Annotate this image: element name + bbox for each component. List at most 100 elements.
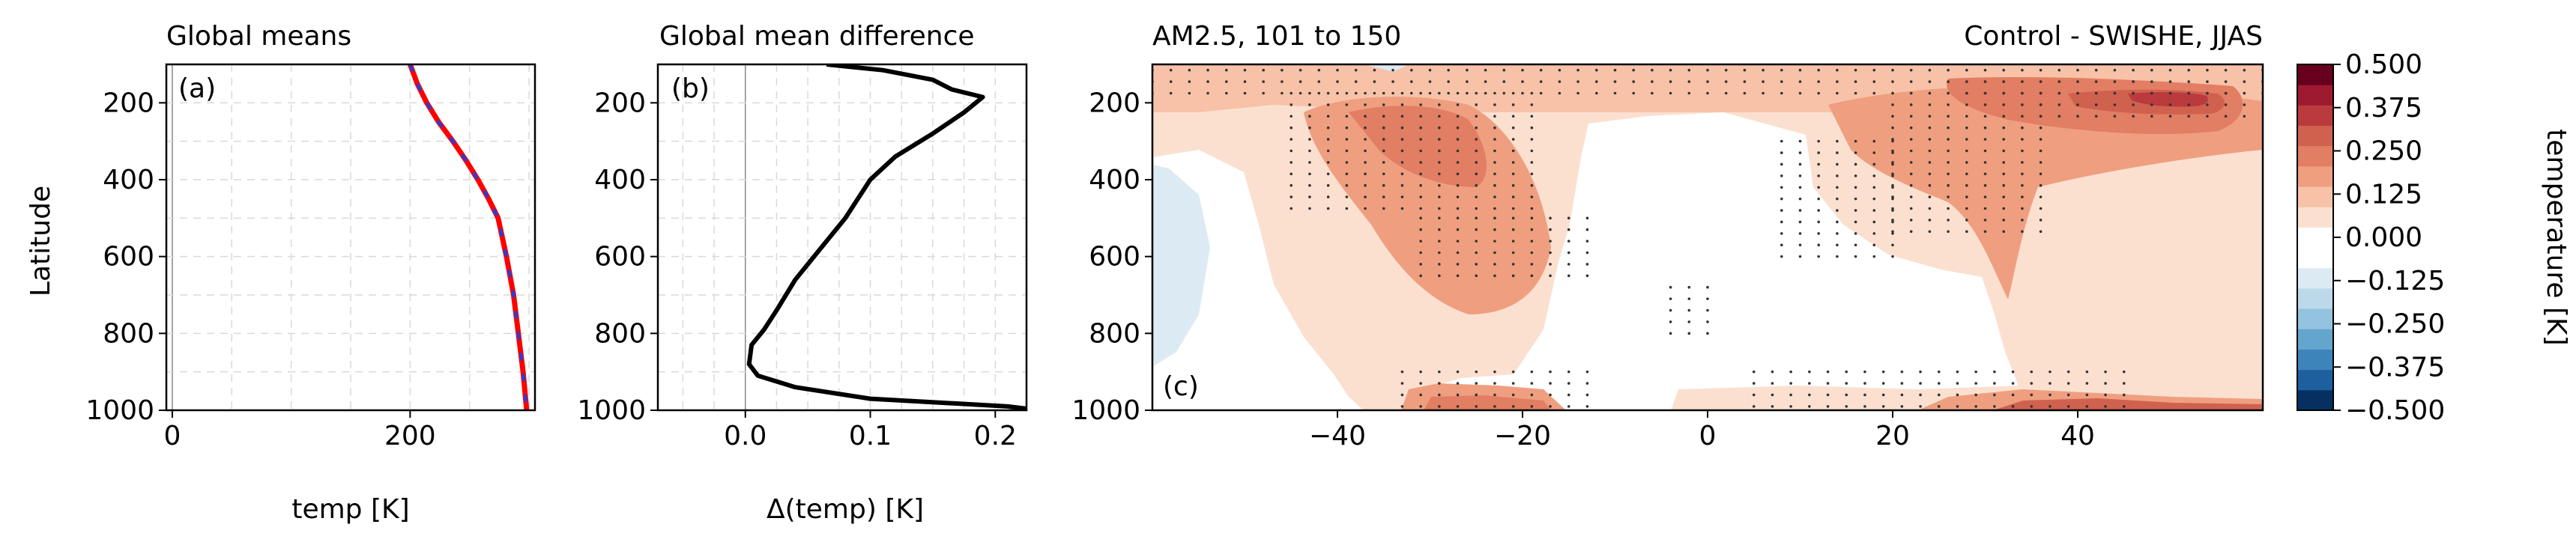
ytick-label: 200	[1089, 88, 1140, 118]
stipple-dot	[2085, 370, 2089, 374]
stipple-dot	[1854, 80, 1857, 83]
stipple-dot	[2021, 183, 2024, 187]
stipple-dot	[2104, 370, 2107, 374]
stipple-dot	[1928, 126, 1932, 130]
stipple-dot	[1400, 393, 1404, 397]
stipple-dot	[1456, 274, 1460, 278]
stipple-dot	[1438, 405, 1441, 408]
stipple-dot	[1456, 207, 1460, 210]
stipple-dot	[1891, 149, 1894, 153]
colorbar-tick-label: −0.125	[2345, 266, 2445, 296]
stipple-dot	[1475, 382, 1478, 385]
stipple-dot	[1456, 393, 1460, 397]
colorbar-swatch	[2297, 85, 2333, 106]
stipple-dot	[1613, 91, 1617, 95]
stipple-dot	[1456, 240, 1460, 243]
stipple-dot	[1326, 161, 1330, 164]
stipple-dot	[1493, 195, 1496, 198]
panel-a-xlabel: temp [K]	[291, 494, 409, 525]
stipple-dot	[2122, 370, 2126, 374]
colorbar-swatch	[2297, 105, 2333, 127]
stipple-dot	[1558, 68, 1561, 72]
stipple-dot	[1595, 91, 1598, 95]
stipple-dot	[2150, 80, 2153, 83]
stipple-dot	[1651, 80, 1654, 83]
stipple-dot	[1549, 263, 1552, 266]
stipple-dot	[2132, 80, 2135, 83]
stipple-dot	[2206, 80, 2209, 83]
stipple-dot	[1243, 91, 1247, 95]
stipple-dot	[1891, 174, 1894, 177]
stipple-dot	[2187, 80, 2190, 83]
stipple-dot	[1965, 195, 1968, 198]
stipple-dot	[1456, 195, 1460, 198]
stipple-dot	[1891, 68, 1894, 72]
stipple-dot	[1909, 68, 1913, 72]
stipple-dot	[1438, 126, 1441, 130]
stipple-dot	[1872, 80, 1876, 83]
stipple-dot	[1493, 393, 1496, 397]
stipple-dot	[1993, 405, 1996, 408]
stipple-dot	[1475, 251, 1478, 255]
stipple-dot	[2021, 115, 2024, 118]
colorbar-swatches	[2297, 64, 2333, 411]
stipple-dot	[1206, 68, 1209, 72]
stipple-dot	[1752, 370, 1756, 374]
xtick-label: 0	[1699, 421, 1717, 451]
stipple-dot	[1706, 80, 1709, 83]
stipple-dot	[1965, 230, 1968, 234]
stipple-dot	[2085, 405, 2089, 408]
stipple-dot	[1836, 243, 1839, 247]
stipple-dot	[1428, 68, 1432, 72]
stipple-dot	[1419, 149, 1422, 153]
stipple-dot	[1632, 91, 1635, 95]
ytick-label: 1000	[577, 395, 646, 426]
stipple-dot	[1326, 91, 1330, 95]
stipple-dot	[1298, 68, 1302, 72]
stipple-dot	[1743, 91, 1747, 95]
stipple-dot	[2002, 230, 2005, 234]
stipple-dot	[2132, 68, 2135, 72]
stipple-dot	[2021, 80, 2024, 83]
stipple-dot	[2021, 149, 2024, 153]
stipple-dot	[2030, 393, 2034, 397]
stipple-dot	[2058, 115, 2061, 118]
stipple-dot	[1891, 138, 1894, 141]
stipple-dot	[1909, 138, 1913, 141]
stipple-dot	[1475, 370, 1478, 374]
stipple-dot	[1983, 161, 1987, 164]
stipple-dot	[1567, 382, 1570, 385]
stipple-dot	[1400, 195, 1404, 198]
stipple-dot	[2002, 207, 2005, 210]
stipple-dot	[1530, 195, 1534, 198]
stipple-dot	[1983, 80, 1987, 83]
stipple-dot	[1438, 216, 1441, 220]
stipple-dot	[1928, 219, 1932, 222]
stipple-dot	[1817, 68, 1820, 72]
stipple-dot	[1613, 80, 1617, 83]
stipple-dot	[2168, 103, 2172, 106]
stipple-dot	[1382, 115, 1385, 118]
stipple-dot	[1983, 103, 1987, 106]
stipple-dot	[1336, 91, 1339, 95]
stipple-dot	[1836, 197, 1839, 201]
stipple-dot	[1206, 91, 1209, 95]
stipple-dot	[1438, 103, 1441, 106]
stipple-dot	[1345, 207, 1349, 210]
stipple-dot	[1289, 138, 1293, 141]
stipple-dot	[2002, 68, 2005, 72]
stipple-dot	[1530, 161, 1534, 164]
stipple-dot	[1438, 370, 1441, 374]
stipple-dot	[2011, 370, 2015, 374]
stipple-dot	[2002, 195, 2005, 198]
stipple-dot	[1798, 220, 1802, 224]
stipple-dot	[1909, 149, 1913, 153]
stipple-dot	[1354, 80, 1358, 83]
stipple-dot	[1891, 103, 1894, 106]
stipple-dot	[2224, 91, 2228, 95]
stipple-dot	[1484, 80, 1487, 83]
stipple-dot	[1511, 405, 1515, 408]
stipple-dot	[1928, 68, 1932, 72]
stipple-dot	[1983, 183, 1987, 187]
stipple-dot	[1475, 207, 1478, 210]
